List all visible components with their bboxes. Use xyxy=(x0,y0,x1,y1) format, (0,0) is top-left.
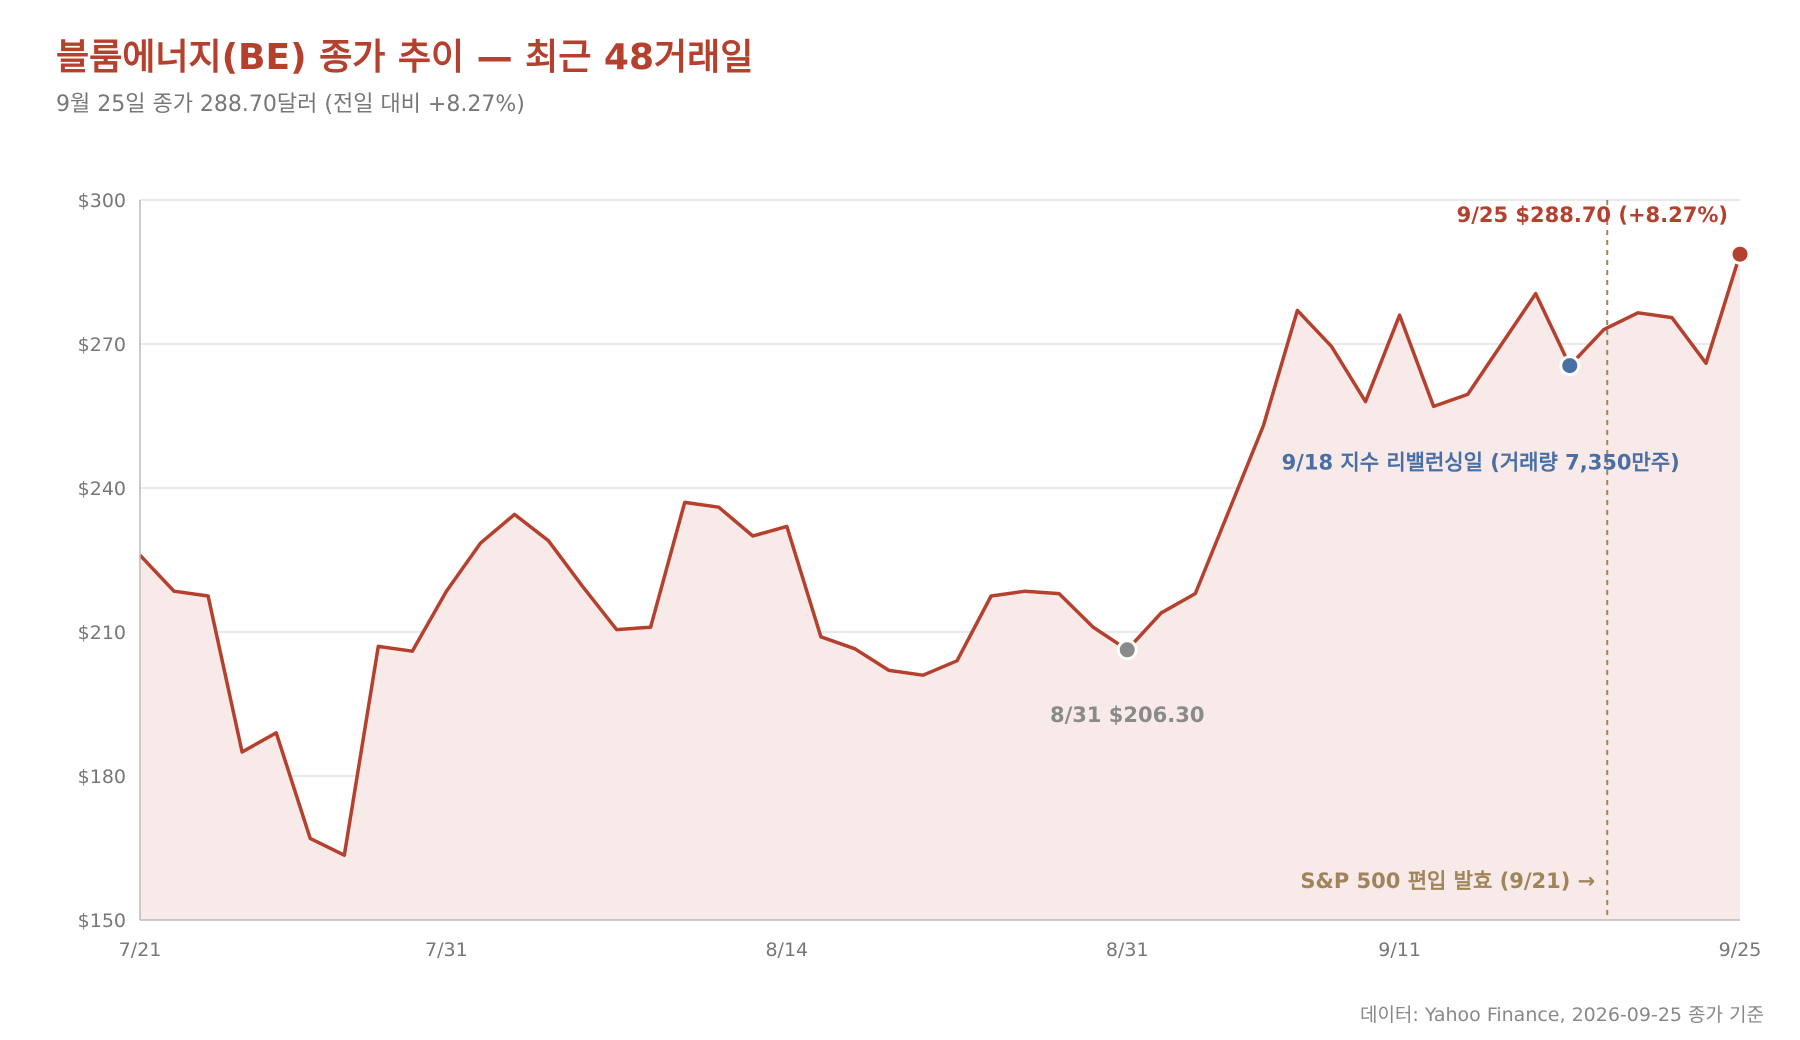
y-tick-label: $240 xyxy=(78,478,126,500)
highlight-point xyxy=(1559,355,1581,377)
price-area-fill xyxy=(140,254,1740,920)
y-tick-label: $180 xyxy=(78,766,126,788)
highlight-point xyxy=(1116,639,1138,661)
y-tick-label: $150 xyxy=(78,910,126,932)
axes xyxy=(139,200,1740,921)
highlight-label: 8/31 $206.30 xyxy=(1050,703,1204,727)
x-tick-label: 8/14 xyxy=(765,939,808,961)
x-tick-label: 7/21 xyxy=(119,939,162,961)
x-tick-label: 7/31 xyxy=(425,939,468,961)
highlight-points: 8/31 $206.30 9/18 지수 리밸런싱일 (거래량 7,350만주) 9… xyxy=(1050,203,1751,727)
highlight-label: 9/25 $288.70 (+8.27%) xyxy=(1457,203,1728,227)
x-tick-label: 8/31 xyxy=(1106,939,1149,961)
highlight-label: 9/18 지수 리밸런싱일 (거래량 7,350만주) xyxy=(1282,451,1680,475)
x-tick-label: 9/11 xyxy=(1378,939,1421,961)
data-source-note: 데이터: Yahoo Finance, 2026-09-25 종가 기준 xyxy=(1359,1004,1764,1026)
highlight-point xyxy=(1729,243,1751,265)
y-tick-label: $210 xyxy=(78,622,126,644)
event-label: S&P 500 편입 발효 (9/21) → xyxy=(1300,869,1595,893)
stock-price-chart: S&P 500 편입 발효 (9/21) → $150$180$210$240$… xyxy=(78,190,1762,961)
y-tick-label: $270 xyxy=(78,334,126,356)
chart-title: 블룸에너지(BE) 종가 추이 — 최근 48거래일 xyxy=(56,37,754,78)
tick-labels: $150 $180 $210 $240 $270 $300 7/21 7/31 8/14 8/31… xyxy=(78,190,1762,961)
event-marker: S&P 500 편입 발효 (9/21) → xyxy=(1300,200,1609,920)
price-line-series xyxy=(138,253,1742,857)
chart-subtitle: 9월 25일 종가 288.70달러 (전일 대비 +8.27%) xyxy=(56,92,525,117)
x-tick-label: 9/25 xyxy=(1719,939,1762,961)
y-tick-label: $300 xyxy=(78,190,126,212)
